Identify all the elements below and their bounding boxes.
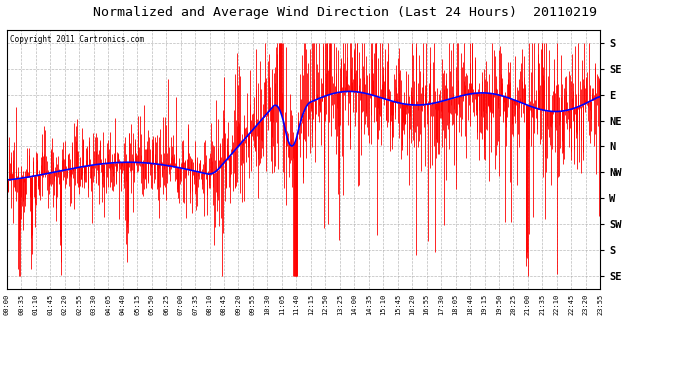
Text: Copyright 2011 Cartronics.com: Copyright 2011 Cartronics.com bbox=[10, 35, 144, 44]
Text: Normalized and Average Wind Direction (Last 24 Hours)  20110219: Normalized and Average Wind Direction (L… bbox=[93, 6, 597, 19]
